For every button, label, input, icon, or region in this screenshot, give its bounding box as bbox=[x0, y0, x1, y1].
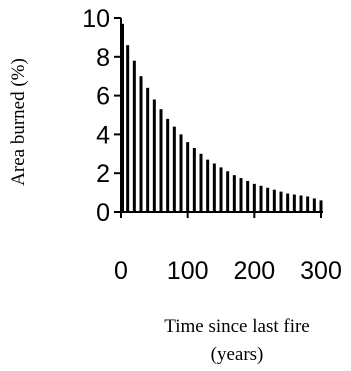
bar-110 bbox=[192, 147, 196, 212]
bar-180 bbox=[239, 178, 243, 212]
y-ticks-group: 0 2 4 6 8 10 bbox=[82, 5, 121, 227]
bar-190 bbox=[246, 180, 250, 212]
x-axis-title-line2: (years) bbox=[211, 344, 264, 365]
bar-60 bbox=[159, 109, 163, 212]
bar-70 bbox=[166, 118, 170, 212]
y-tick-label-8: 8 bbox=[96, 44, 110, 72]
bar-270 bbox=[299, 195, 303, 212]
y-axis-title: Area burned (%) bbox=[8, 58, 29, 186]
y-tick-label-0: 0 bbox=[96, 199, 110, 227]
bar-50 bbox=[152, 99, 156, 212]
bar-10 bbox=[126, 45, 130, 212]
bar-0 bbox=[121, 23, 124, 212]
bar-30 bbox=[139, 76, 143, 212]
bar-100 bbox=[186, 142, 190, 212]
bar-160 bbox=[226, 171, 230, 212]
bar-210 bbox=[259, 185, 263, 212]
bar-150 bbox=[219, 167, 223, 212]
bar-140 bbox=[212, 163, 216, 212]
x-tick-label-100: 100 bbox=[167, 257, 209, 285]
bar-90 bbox=[179, 134, 183, 212]
bar-260 bbox=[292, 194, 296, 212]
bars-group bbox=[121, 23, 323, 213]
bar-290 bbox=[312, 198, 316, 212]
y-tick-label-10: 10 bbox=[82, 5, 110, 33]
y-tick-label-4: 4 bbox=[96, 121, 110, 149]
bar-80 bbox=[172, 126, 176, 212]
bar-200 bbox=[252, 183, 256, 212]
x-ticks-group: 0 100 200 300 bbox=[114, 212, 342, 285]
bar-240 bbox=[279, 191, 283, 212]
bar-120 bbox=[199, 153, 203, 212]
bar-230 bbox=[272, 189, 276, 212]
bar-130 bbox=[206, 159, 210, 212]
bar-170 bbox=[232, 175, 236, 212]
x-tick-label-300: 300 bbox=[300, 257, 342, 285]
bar-220 bbox=[266, 187, 270, 212]
y-tick-label-6: 6 bbox=[96, 83, 110, 111]
bar-40 bbox=[146, 87, 150, 212]
x-axis-title-line1: Time since last fire bbox=[164, 316, 309, 337]
bar-20 bbox=[132, 60, 136, 213]
bar-250 bbox=[286, 193, 290, 212]
x-tick-label-0: 0 bbox=[114, 257, 128, 285]
y-tick-label-2: 2 bbox=[96, 160, 110, 188]
x-tick-label-200: 200 bbox=[233, 257, 275, 285]
bar-280 bbox=[306, 196, 310, 212]
bar-300 bbox=[319, 200, 323, 212]
